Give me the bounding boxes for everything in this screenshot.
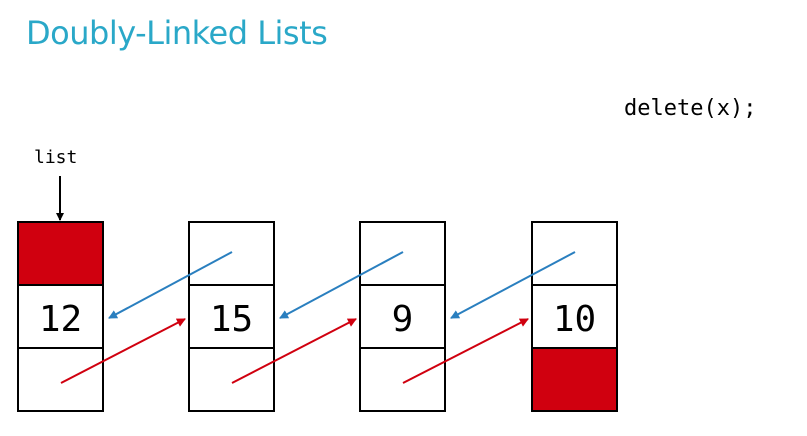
node-9: 9 bbox=[359, 221, 446, 412]
node-next-cell bbox=[359, 347, 446, 412]
node-10: 10 bbox=[531, 221, 618, 412]
node-value: 15 bbox=[210, 299, 253, 340]
node-prev-cell bbox=[188, 221, 275, 286]
node-value-cell bbox=[188, 284, 275, 349]
node-value: 12 bbox=[39, 299, 82, 340]
next-pointer-arrow bbox=[60, 318, 186, 384]
node-next-cell bbox=[188, 347, 275, 412]
node-value: 10 bbox=[553, 299, 596, 340]
node-prev-null-cell bbox=[17, 221, 104, 286]
prev-pointer-arrow bbox=[450, 251, 576, 319]
node-next-cell bbox=[17, 347, 104, 412]
node-prev-cell bbox=[531, 221, 618, 286]
node-12: 12 bbox=[17, 221, 104, 412]
node-prev-cell bbox=[359, 221, 446, 286]
node-value-cell bbox=[531, 284, 618, 349]
next-pointer-arrow bbox=[231, 318, 357, 384]
head-pointer-label: list bbox=[34, 147, 78, 168]
prev-pointer-arrow bbox=[279, 251, 404, 319]
next-pointer-arrow bbox=[402, 318, 529, 384]
node-15: 15 bbox=[188, 221, 275, 412]
node-next-null-cell bbox=[531, 347, 618, 412]
operation-code: delete(x); bbox=[624, 96, 757, 121]
prev-pointer-arrow bbox=[108, 251, 233, 319]
slide-title: Doubly-Linked Lists bbox=[26, 14, 328, 52]
node-value: 9 bbox=[392, 299, 414, 340]
